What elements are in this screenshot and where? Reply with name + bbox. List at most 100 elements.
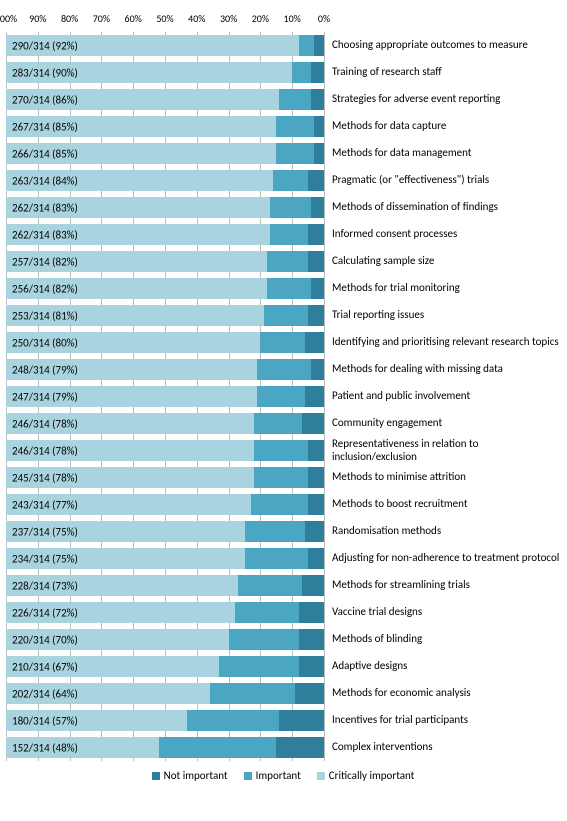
axis-tick-label: 0% — [318, 12, 330, 25]
plot-area: 248/314 (79%) — [6, 356, 324, 383]
chart-row: 243/314 (77%)Methods to boost recruitmen… — [6, 491, 560, 518]
bar-value-label: 270/314 (86%) — [6, 93, 78, 106]
bar-value-label: 266/314 (85%) — [6, 147, 78, 160]
plot-area: 266/314 (85%) — [6, 140, 324, 167]
bar-segment-important — [257, 386, 305, 407]
bar-track: 234/314 (75%) — [6, 548, 324, 569]
chart-row: 234/314 (75%)Adjusting for non-adherence… — [6, 545, 560, 572]
bar-value-label: 210/314 (67%) — [6, 660, 78, 673]
plot-area: 237/314 (75%) — [6, 518, 324, 545]
bar-segment-important — [276, 143, 314, 164]
axis-tick-label: 70% — [93, 12, 110, 25]
bar-segment-important — [187, 710, 279, 731]
bar-segment-important — [229, 629, 299, 650]
plot-area: 267/314 (85%) — [6, 113, 324, 140]
plot-area: 250/314 (80%) — [6, 329, 324, 356]
plot-area: 220/314 (70%) — [6, 626, 324, 653]
axis-tick-label: 30% — [220, 12, 237, 25]
legend-label: Important — [256, 769, 301, 782]
bar-track: 257/314 (82%) — [6, 251, 324, 272]
chart-row: 266/314 (85%) Methods for data management — [6, 140, 560, 167]
bar-track: 210/314 (67%) — [6, 656, 324, 677]
chart-row: 262/314 (83%)Informed consent processes — [6, 221, 560, 248]
plot-area: 243/314 (77%) — [6, 491, 324, 518]
bar-track: 290/314 (92%) — [6, 35, 324, 56]
bar-segment-not-important — [314, 143, 324, 164]
bar-track: 256/314 (82%) — [6, 278, 324, 299]
chart-row: 250/314 (80%)Identifying and prioritisin… — [6, 329, 560, 356]
category-label: Methods for streamlining trials — [324, 572, 560, 599]
bar-segment-important — [254, 440, 308, 461]
plot-area: 247/314 (79%) — [6, 383, 324, 410]
plot-area: 253/314 (81%) — [6, 302, 324, 329]
plot-rows: 290/314 (92%)Choosing appropriate outcom… — [6, 32, 560, 761]
axis-tick-label: 80% — [61, 12, 78, 25]
plot-area: 226/314 (72%) — [6, 599, 324, 626]
chart-row: 228/314 (73%)Methods for streamlining tr… — [6, 572, 560, 599]
bar-track: 270/314 (86%) — [6, 89, 324, 110]
category-label: Methods of blinding — [324, 626, 560, 653]
bar-segment-not-important — [311, 89, 324, 110]
axis-tick-label: 90% — [29, 12, 46, 25]
plot-area: 245/314 (78%) — [6, 464, 324, 491]
bar-track: 246/314 (78%) — [6, 440, 324, 461]
bar-segment-important — [276, 116, 314, 137]
category-label: Training of research staff — [324, 59, 560, 86]
bar-segment-not-important — [308, 494, 324, 515]
legend-item-important: Important — [244, 769, 301, 782]
importance-bar-chart: 100%90%80%70%60%50%40%30%20%10%0% 290/31… — [6, 12, 560, 782]
bar-track: 253/314 (81%) — [6, 305, 324, 326]
bar-track: 283/314 (90%) — [6, 62, 324, 83]
bar-value-label: 257/314 (82%) — [6, 255, 78, 268]
category-label: Methods for trial monitoring — [324, 275, 560, 302]
axis-tick-label: 20% — [252, 12, 269, 25]
bar-segment-important — [260, 332, 305, 353]
plot-area: 246/314 (78%) — [6, 437, 324, 464]
chart-row: 247/314 (79%)Patient and public involvem… — [6, 383, 560, 410]
bar-track: 245/314 (78%) — [6, 467, 324, 488]
bar-segment-important — [210, 683, 296, 704]
bar-track: 243/314 (77%) — [6, 494, 324, 515]
bar-segment-not-important — [276, 737, 324, 758]
bar-segment-not-important — [311, 278, 324, 299]
chart-row: 256/314 (82%) Methods for trial monitorin… — [6, 275, 560, 302]
bar-segment-not-important — [302, 413, 324, 434]
bar-segment-not-important — [308, 170, 324, 191]
category-label: Methods of dissemination of findings — [324, 194, 560, 221]
axis-tick-label: 40% — [188, 12, 205, 25]
bar-segment-not-important — [299, 656, 324, 677]
category-label: Adaptive designs — [324, 653, 560, 680]
bar-segment-not-important — [279, 710, 324, 731]
bar-segment-important — [270, 197, 311, 218]
category-label: Methods for data management — [324, 140, 560, 167]
bar-segment-important — [219, 656, 299, 677]
chart-row: 257/314 (82%)Calculating sample size — [6, 248, 560, 275]
chart-row: 253/314 (81%)Trial reporting issues — [6, 302, 560, 329]
chart-row: 237/314 (75%)Randomisation methods — [6, 518, 560, 545]
bar-value-label: 246/314 (78%) — [6, 444, 78, 457]
chart-row: 248/314 (79%)Methods for dealing with mi… — [6, 356, 560, 383]
bar-value-label: 246/314 (78%) — [6, 417, 78, 430]
bar-value-label: 234/314 (75%) — [6, 552, 78, 565]
bar-segment-not-important — [308, 440, 324, 461]
bar-segment-not-important — [314, 116, 324, 137]
plot-area: 210/314 (67%) — [6, 653, 324, 680]
plot-area: 290/314 (92%) — [6, 32, 324, 59]
axis-tick-label: 10% — [284, 12, 301, 25]
plot-area: 152/314 (48%) — [6, 734, 324, 761]
bar-track: 246/314 (78%) — [6, 413, 324, 434]
bar-segment-not-important — [305, 521, 324, 542]
bar-track: 262/314 (83%) — [6, 224, 324, 245]
legend-label: Critically important — [329, 769, 415, 782]
bar-value-label: 256/314 (82%) — [6, 282, 78, 295]
chart-row: 202/314 (64%)Methods for economic analys… — [6, 680, 560, 707]
bar-segment-not-important — [302, 575, 324, 596]
bar-value-label: 283/314 (90%) — [6, 66, 78, 79]
bar-segment-not-important — [308, 548, 324, 569]
bar-segment-important — [267, 251, 308, 272]
bar-segment-important — [251, 494, 308, 515]
bar-segment-important — [273, 170, 308, 191]
chart-row: 246/314 (78%)Community engagement — [6, 410, 560, 437]
chart-row: 152/314 (48%)Complex interventions — [6, 734, 560, 761]
plot-area: 202/314 (64%) — [6, 680, 324, 707]
